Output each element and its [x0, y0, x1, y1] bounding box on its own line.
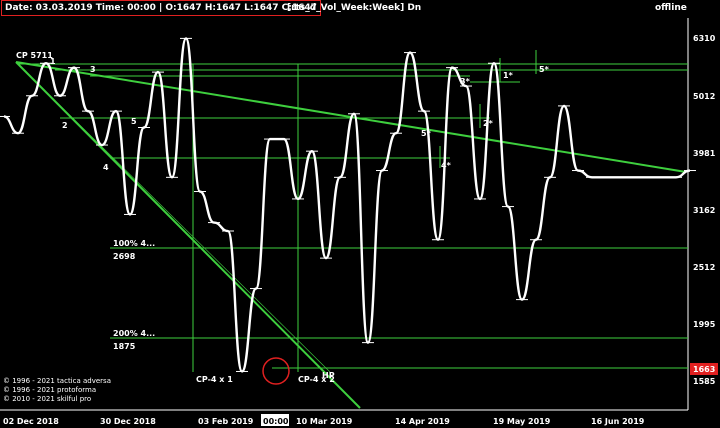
y-tick-3162: 3162	[693, 206, 715, 215]
price-marker: 1663	[690, 363, 718, 375]
y-tick-1995: 1995	[693, 320, 716, 329]
x-tick-14-apr: 14 Apr 2019	[395, 417, 450, 426]
y-tick-3981: 3981	[693, 149, 716, 158]
y-tick-1585: 1585	[693, 377, 716, 386]
x-tick-02-dec: 02 Dec 2018	[3, 417, 59, 426]
top-bar: Date: 03.03.2019 Time: 00:00 | O:1647 H:…	[0, 0, 720, 16]
level-100-pct: 100% 4...	[113, 239, 155, 248]
x-tick-cursor-time: 00:00	[263, 417, 289, 426]
wave-4-label: 4	[103, 163, 109, 172]
wave-3-label: 3	[90, 65, 96, 74]
hp-label: HP	[322, 371, 335, 380]
cp-label: CP 5711	[16, 51, 53, 60]
price-marker-value: 1663	[693, 365, 715, 374]
level-200-value: 1875	[113, 342, 136, 351]
near-peak-label: 5*	[539, 65, 550, 74]
cp4-x1-label: CP-4 x 1	[196, 375, 233, 384]
y-axis-ticks: 6310 5012 3981 3162 2512 1995 1585	[693, 34, 716, 386]
wave-5-label: 5	[131, 117, 137, 126]
symbol-label: [rts_d_Vol_Week:Week] Dn	[287, 3, 422, 13]
x-tick-10-mar: 10 Mar 2019	[296, 417, 353, 426]
copyright-line-1: © 1996 - 2021 tactica adversa	[3, 377, 111, 385]
price-series-ticks	[0, 37, 696, 372]
wave-1-label: 1	[50, 57, 56, 66]
wave-5-star-label: 5*	[421, 129, 432, 138]
wave-4-star-label: 4*	[441, 161, 452, 170]
wave-3-star-label: 3*	[460, 77, 471, 86]
price-series-line	[3, 37, 691, 373]
x-axis-ticks: 02 Dec 2018 30 Dec 2018 03 Feb 2019 00:0…	[3, 414, 645, 426]
copyright-block: © 1996 - 2021 tactica adversa © 1996 - 2…	[3, 377, 111, 403]
wave-2-star-label: 2*	[483, 119, 494, 128]
x-tick-16-jun: 16 Jun 2019	[591, 417, 645, 426]
y-tick-2512: 2512	[693, 263, 715, 272]
cp4-x2-label: CP-4 x 2	[298, 375, 335, 384]
y-tick-6310: 6310	[693, 34, 716, 43]
wave-1-star-label: 1*	[503, 71, 514, 80]
x-tick-30-dec: 30 Dec 2018	[100, 417, 156, 426]
level-200-pct: 200% 4...	[113, 329, 155, 338]
x-tick-03-feb: 03 Feb 2019	[198, 417, 254, 426]
y-tick-5012: 5012	[693, 92, 715, 101]
ohlc-info-box: Date: 03.03.2019 Time: 00:00 | O:1647 H:…	[1, 0, 321, 16]
low-point-circle	[262, 357, 290, 385]
green-level-lines	[18, 50, 688, 372]
copyright-line-2: © 1996 - 2021 protoforma	[3, 386, 96, 394]
connection-status: offline	[655, 3, 687, 13]
copyright-line-3: © 2010 - 2021 skilful pro	[3, 395, 91, 403]
level-100-value: 2698	[113, 252, 136, 261]
x-tick-19-may: 19 May 2019	[493, 417, 551, 426]
wave-2-label: 2	[62, 121, 68, 130]
